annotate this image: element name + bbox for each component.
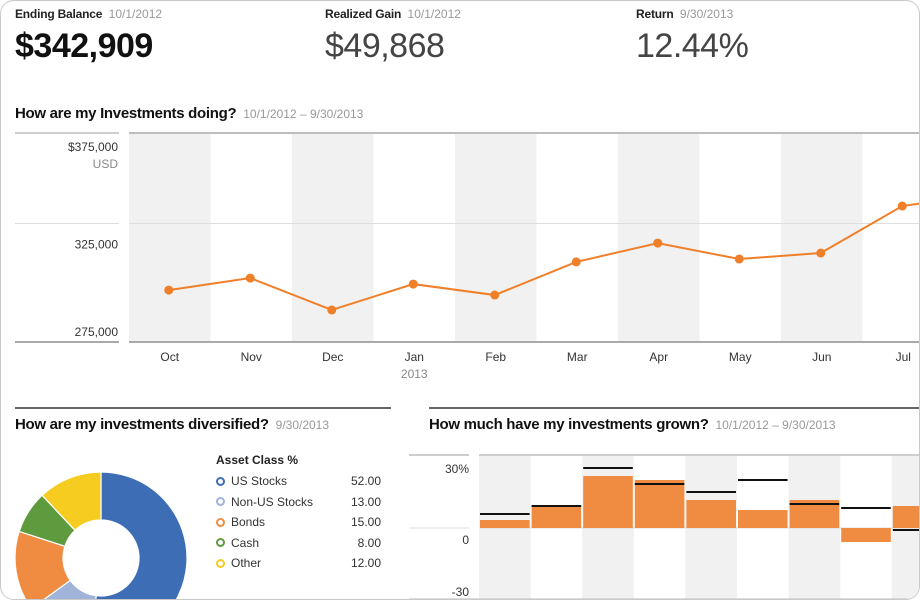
portfolio-bar	[480, 520, 530, 528]
realized-gain-date: 10/1/2012	[407, 7, 461, 21]
data-point-apr	[653, 238, 663, 248]
return-label: Return	[636, 7, 674, 21]
legend-item-non-us-stocks: Non-US Stocks 13.00	[216, 492, 381, 513]
x-tick-label-dec: Dec	[322, 350, 343, 364]
portfolio-bar	[583, 476, 633, 528]
asset-allocation-donut	[14, 471, 188, 599]
realized-gain-value: $49,868	[325, 27, 445, 65]
legend-item-value: 8.00	[357, 535, 381, 550]
data-point-jan	[408, 279, 418, 289]
realized-gain-label: Realized Gain	[325, 7, 402, 21]
diversification-title: How are my investments diversified? 9/30…	[15, 416, 329, 433]
y-unit-label: USD	[93, 157, 119, 171]
return-date: 9/30/2013	[679, 7, 734, 21]
data-point-mar	[571, 257, 581, 267]
return-stat: Return 9/30/2013 12.44%	[636, 5, 749, 66]
diversification-rule	[15, 407, 391, 409]
legend-dot-icon	[216, 497, 225, 507]
growth-bar-chart: -30 0 30%	[409, 454, 919, 599]
legend-item-name: Cash	[231, 535, 260, 550]
portfolio-bar	[634, 480, 685, 528]
column-band	[781, 134, 863, 341]
ending-balance-date: 10/1/2012	[108, 7, 163, 21]
data-point-dec	[327, 305, 337, 315]
x-tick-label-feb: Feb	[485, 350, 506, 364]
y-tick-label: 0	[462, 533, 469, 547]
x-tick-label-apr: Apr	[649, 350, 668, 364]
legend-dot-icon	[216, 538, 225, 548]
y-tick-label: 30%	[445, 462, 469, 476]
legend-item-name: Other	[231, 556, 262, 571]
legend-item-value: 13.00	[350, 494, 381, 509]
data-point-oct	[164, 285, 174, 295]
x-tick-sublabel: 2013	[401, 367, 428, 381]
legend-item-name: US Stocks	[231, 474, 288, 489]
legend-item-name: Bonds	[231, 515, 266, 530]
portfolio-bar	[531, 506, 582, 528]
legend-item-value: 52.00	[350, 474, 381, 489]
growth-date-range: 10/1/2012 – 9/30/2013	[715, 418, 836, 432]
diversification-title-text: How are my investments diversified?	[15, 416, 269, 433]
data-point-jul	[897, 201, 907, 211]
legend-item-value: 12.00	[350, 556, 381, 571]
portfolio-bar	[686, 500, 736, 528]
portfolio-bar	[841, 528, 891, 542]
y-tick-label: 275,000	[75, 325, 119, 339]
x-tick-label-jan: Jan	[405, 350, 424, 364]
portfolio-bar	[892, 506, 919, 528]
donut-slice-other	[41, 471, 102, 532]
column-band	[455, 134, 537, 341]
performance-date-range: 10/1/2012 – 9/30/2013	[243, 107, 364, 121]
column-band	[129, 134, 211, 341]
performance-title-text: How are my Investments doing?	[15, 105, 237, 122]
data-point-feb	[490, 290, 500, 300]
y-tick-label: $375,000	[68, 140, 118, 154]
x-tick-label-jul: Jul	[896, 350, 911, 364]
donut-slice-us-stocks	[95, 471, 188, 599]
portfolio-bar	[738, 510, 788, 528]
legend-dot-icon	[216, 517, 225, 527]
ending-balance-stat: Ending Balance 10/1/2012 $342,909	[15, 5, 162, 66]
growth-rule	[429, 407, 919, 409]
balance-line-chart: 275,000 325,000 $375,000 USD Oct Nov Dec Jan 201…	[15, 132, 919, 381]
ending-balance-label: Ending Balance	[15, 7, 103, 21]
legend-header: Asset Class %	[216, 453, 299, 467]
donut-slice-non-us-stocks	[43, 579, 97, 599]
legend-dot-icon	[216, 476, 225, 486]
y-tick-label: -30	[452, 585, 470, 599]
return-value: 12.44%	[636, 27, 749, 65]
data-point-nov	[245, 273, 255, 283]
ending-balance-value: $342,909	[15, 27, 153, 65]
realized-gain-stat: Realized Gain 10/1/2012 $49,868	[325, 5, 461, 66]
x-tick-label-jun: Jun	[812, 350, 831, 364]
legend-item-cash: Cash 8.00	[216, 533, 381, 554]
data-point-jun	[816, 248, 826, 258]
column-band	[618, 134, 700, 341]
legend-item-us-stocks: US Stocks 52.00	[216, 471, 381, 492]
data-point-may	[734, 254, 744, 264]
x-tick-label-nov: Nov	[241, 350, 262, 364]
growth-title-text: How much have my investments grown?	[429, 416, 709, 433]
diversification-date: 9/30/2013	[275, 418, 330, 432]
x-tick-label-oct: Oct	[160, 350, 179, 364]
x-tick-label-may: May	[729, 350, 752, 364]
legend-item-name: Non-US Stocks	[231, 494, 314, 509]
growth-title: How much have my investments grown? 10/1…	[429, 416, 836, 433]
performance-title: How are my Investments doing? 10/1/2012 …	[15, 105, 363, 122]
legend-item-value: 15.00	[350, 515, 381, 530]
legend-dot-icon	[216, 558, 225, 568]
asset-class-legend: Asset Class % US Stocks 52.00 Non-US Sto…	[216, 453, 381, 574]
x-tick-label-mar: Mar	[567, 350, 588, 364]
legend-item-bonds: Bonds 15.00	[216, 512, 381, 533]
legend-item-other: Other 12.00	[216, 553, 381, 574]
y-tick-label: 325,000	[75, 238, 119, 252]
